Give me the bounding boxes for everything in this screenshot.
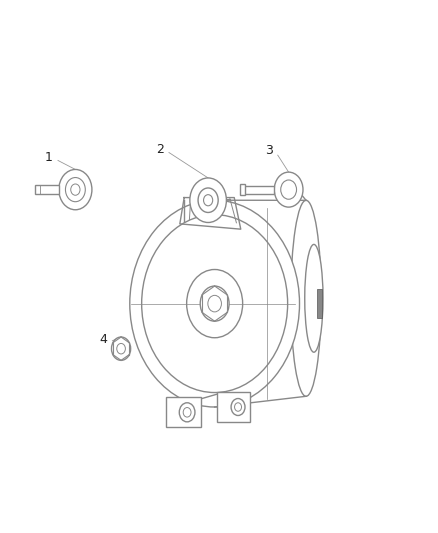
Circle shape bbox=[231, 399, 245, 416]
Ellipse shape bbox=[305, 245, 323, 352]
Circle shape bbox=[112, 337, 131, 360]
Circle shape bbox=[274, 172, 303, 207]
Text: 2: 2 bbox=[156, 143, 164, 156]
Text: 4: 4 bbox=[99, 333, 107, 345]
Text: 3: 3 bbox=[265, 144, 272, 157]
Bar bbox=[35, 185, 59, 194]
Circle shape bbox=[130, 200, 300, 407]
Circle shape bbox=[235, 403, 241, 411]
FancyBboxPatch shape bbox=[166, 398, 201, 427]
Circle shape bbox=[179, 403, 195, 422]
Circle shape bbox=[141, 215, 288, 392]
Circle shape bbox=[281, 180, 297, 199]
Circle shape bbox=[204, 195, 213, 206]
Circle shape bbox=[117, 343, 125, 354]
Circle shape bbox=[59, 169, 92, 210]
Circle shape bbox=[65, 177, 85, 201]
Text: 1: 1 bbox=[45, 151, 53, 164]
Circle shape bbox=[200, 286, 229, 321]
Circle shape bbox=[190, 178, 226, 222]
Bar bbox=[244, 185, 274, 193]
Bar bbox=[317, 288, 322, 318]
Circle shape bbox=[71, 184, 80, 195]
Bar bbox=[240, 184, 245, 195]
Circle shape bbox=[187, 270, 243, 338]
Ellipse shape bbox=[291, 200, 321, 397]
Circle shape bbox=[183, 408, 191, 417]
FancyBboxPatch shape bbox=[217, 392, 250, 422]
Circle shape bbox=[198, 188, 218, 213]
Circle shape bbox=[208, 295, 222, 312]
